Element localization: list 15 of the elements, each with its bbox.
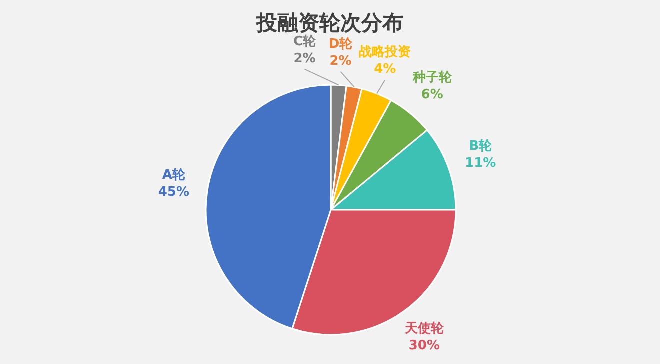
slice-label: B轮 [469,139,494,154]
data-label: 2% [330,54,352,69]
data-label: 11% [465,156,496,172]
data-label: 4% [374,62,396,78]
slice-label: 天使轮 [404,322,445,337]
slice-label: 战略投资 [359,45,412,60]
slice-label: C轮 [293,34,318,50]
data-label: 30% [408,338,440,354]
slice-label: 种子轮 [412,70,453,86]
chart-title: 投融资轮次分布 [256,11,404,35]
data-label: 2% [294,51,316,66]
slice-label: A轮 [162,168,186,184]
data-label: 6% [421,87,444,102]
data-label: 45% [158,185,190,200]
slice-label: D轮 [328,36,354,52]
